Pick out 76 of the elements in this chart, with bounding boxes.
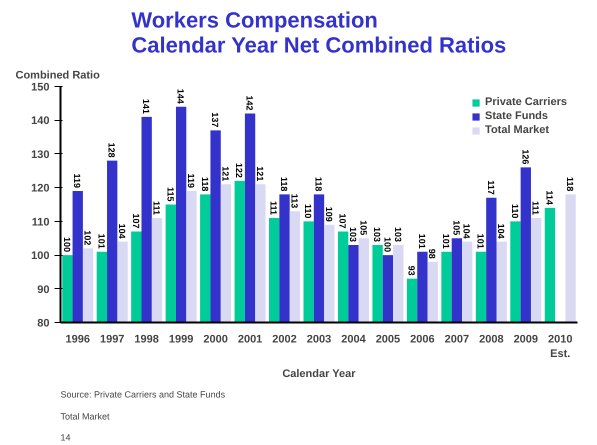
- x-axis-title: Calendar Year: [282, 368, 356, 380]
- data-label: 103: [392, 226, 403, 242]
- data-label: 115: [165, 186, 176, 202]
- text: Total Market: [60, 412, 110, 422]
- data-label: 101: [96, 234, 106, 249]
- x-tick-label: 2010 Est.: [548, 334, 573, 360]
- data-label: 121: [220, 166, 230, 182]
- x-tick-label: 1998: [134, 334, 159, 346]
- x-tick-label: 2008: [479, 334, 504, 346]
- data-label: 110: [510, 204, 520, 218]
- y-tick-label: 120: [31, 182, 50, 195]
- data-label: 110: [303, 204, 314, 218]
- y-tick-label: 140: [31, 115, 50, 128]
- data-label: 105: [451, 220, 462, 236]
- chart-title: Workers Compensation Calendar Year Net Combined Ratios: [131, 8, 506, 58]
- data-label: 100: [382, 237, 392, 252]
- data-label: 107: [130, 213, 141, 228]
- data-label: 118: [565, 176, 576, 192]
- x-tick-label: 1997: [100, 334, 124, 346]
- data-label: 111: [268, 200, 279, 215]
- data-label: 104: [117, 224, 128, 239]
- data-label: 114: [544, 190, 554, 205]
- y-axis-title: Combined Ratio: [16, 70, 100, 82]
- text: 14: [60, 432, 71, 442]
- x-tick-label: 2009: [514, 334, 538, 346]
- data-label: 101: [475, 234, 486, 249]
- x-tick-label: 1996: [66, 334, 90, 346]
- x-tick-label: 2000: [203, 334, 228, 346]
- data-label: 126: [520, 149, 530, 164]
- data-label: 109: [324, 206, 334, 222]
- data-label: 117: [486, 180, 496, 195]
- y-tick-label: 90: [37, 284, 50, 296]
- data-label: 128: [106, 142, 117, 158]
- x-tick-label: 2004: [341, 334, 367, 346]
- data-label: 119: [72, 173, 82, 188]
- data-label: 118: [314, 176, 324, 192]
- data-label: 119: [186, 173, 196, 188]
- data-label: 98: [427, 248, 438, 259]
- y-tick-label: 110: [32, 216, 50, 228]
- data-label: 122: [234, 162, 244, 178]
- x-tick-label: 2006: [410, 334, 435, 346]
- y-tick-label: 80: [37, 318, 50, 330]
- legend-label: Private Carriers: [485, 96, 567, 108]
- data-label: 100: [62, 237, 72, 252]
- data-label: 141: [141, 98, 152, 114]
- data-label: 118: [279, 176, 290, 192]
- y-tick-label: 150: [31, 82, 50, 94]
- x-tick-label: 2002: [272, 334, 297, 346]
- x-tick-label: 2001: [238, 334, 262, 346]
- legend-label: Total Market: [485, 124, 550, 136]
- data-label: 101: [441, 234, 452, 249]
- y-tick-label: 130: [31, 148, 50, 161]
- x-tick-label: 2007: [444, 334, 470, 346]
- data-label: 144: [176, 88, 186, 104]
- data-label: 102: [82, 230, 93, 246]
- data-label: 121: [254, 166, 265, 182]
- x-tick-label: 2005: [376, 334, 400, 346]
- data-label: 104: [462, 224, 472, 239]
- data-label: 137: [210, 112, 220, 128]
- legend-label: State Funds: [485, 110, 548, 122]
- y-tick-label: 100: [31, 250, 50, 262]
- data-label: 101: [416, 234, 427, 249]
- data-label: 111: [152, 200, 162, 215]
- x-tick-label: 2003: [306, 334, 332, 346]
- source-note: Source: Private Carriers and State Funds: [60, 390, 226, 400]
- data-label: 107: [338, 213, 348, 228]
- x-tick-label: 1999: [168, 334, 194, 346]
- data-label: 142: [244, 95, 255, 110]
- data-label: 103: [372, 226, 382, 242]
- data-label: 118: [200, 176, 210, 192]
- data-label: 104: [496, 224, 506, 239]
- data-label: 111: [530, 200, 541, 215]
- data-label: 113: [289, 194, 300, 208]
- data-label: 103: [348, 226, 358, 242]
- data-label: 93: [406, 266, 417, 276]
- data-label: 105: [358, 220, 368, 236]
